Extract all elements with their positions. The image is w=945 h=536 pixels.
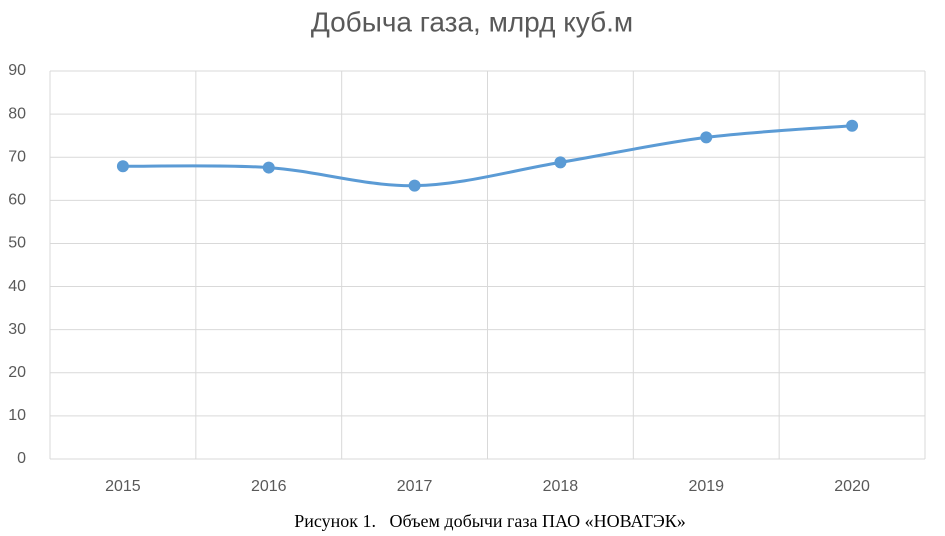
x-tick-label: 2015 bbox=[105, 478, 141, 495]
line bbox=[122, 124, 853, 188]
point bbox=[116, 160, 129, 173]
chart-title: Добыча газа, млрд куб.м bbox=[311, 6, 633, 37]
y-tick-label: 80 bbox=[8, 105, 26, 122]
point bbox=[408, 179, 421, 192]
y-tick-label: 10 bbox=[8, 407, 26, 424]
x-tick-label: 2018 bbox=[543, 478, 579, 495]
y-tick-label: 90 bbox=[8, 62, 26, 79]
x-tick-label: 2016 bbox=[251, 478, 287, 495]
point bbox=[700, 131, 713, 144]
point bbox=[554, 156, 567, 169]
y-tick-label: 70 bbox=[8, 148, 26, 165]
y-tick-label: 40 bbox=[8, 278, 26, 295]
x-tick-label: 2017 bbox=[397, 478, 433, 495]
point bbox=[262, 161, 275, 174]
point bbox=[846, 119, 859, 132]
y-tick-label: 20 bbox=[8, 364, 26, 381]
x-tick-label: 2019 bbox=[688, 478, 724, 495]
y-tick-label: 50 bbox=[8, 235, 26, 252]
y-tick-label: 60 bbox=[8, 192, 26, 209]
caption: Рисунок 1. Объем добычи газа ПАО «НОВАТЭ… bbox=[294, 511, 686, 531]
y-tick-label: 30 bbox=[8, 321, 26, 338]
x-tick-label: 2020 bbox=[834, 478, 870, 495]
y-tick-label: 0 bbox=[17, 450, 26, 467]
